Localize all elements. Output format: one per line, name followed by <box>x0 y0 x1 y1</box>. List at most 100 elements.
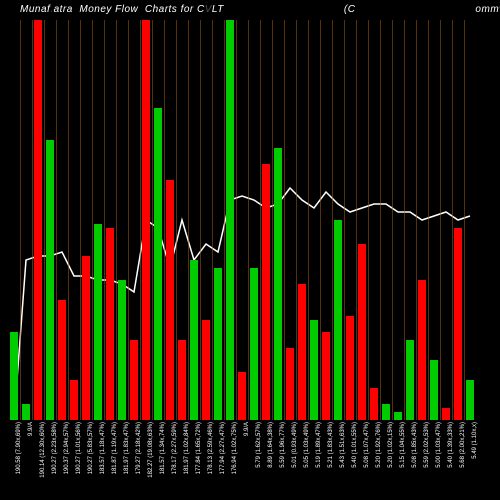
bar <box>454 228 462 420</box>
gridline <box>164 20 165 420</box>
gridline <box>428 20 429 420</box>
bar <box>22 404 30 420</box>
gridline <box>224 20 225 420</box>
gridline <box>452 20 453 420</box>
bar <box>358 244 366 420</box>
x-tick-label: 181.97 (1.02x,84%) <box>184 422 190 474</box>
gridline <box>104 20 105 420</box>
bar <box>298 284 306 420</box>
plot-area <box>10 20 490 420</box>
x-tick-label: 5.68 (2.00x,21%) <box>460 422 466 468</box>
gridline <box>176 20 177 420</box>
x-tick-label: 5.00 (1.03x,47%) <box>436 422 442 468</box>
gridline <box>416 20 417 420</box>
x-tick-label: 177.94 (2.27x,47%) <box>220 422 226 474</box>
x-tick-label: 5.59 (2.02x,53%) <box>424 422 430 468</box>
x-tick-label: 5.40 (1.39x,33%) <box>448 422 454 468</box>
bar <box>70 380 78 420</box>
title-part: Munaf <box>20 4 50 15</box>
gridline <box>464 20 465 420</box>
gridline <box>80 20 81 420</box>
bar <box>406 340 414 420</box>
bar <box>202 320 210 420</box>
x-tick-label: 190.14 (12.30x,60%) <box>40 422 46 478</box>
bar <box>442 408 450 420</box>
x-tick-label: 5.59 (1.96x,77%) <box>280 422 286 468</box>
x-tick-label: 5.21 (1.83x,43%) <box>328 422 334 468</box>
x-tick-label: 5.40 (1.01x,55%) <box>352 422 358 468</box>
gridline <box>344 20 345 420</box>
bar <box>142 20 150 420</box>
x-tick-label: 5.49 (1.10x,x) <box>472 422 478 459</box>
x-tick-label: 190.27 (1.01x,56%) <box>76 422 82 474</box>
gridline <box>332 20 333 420</box>
bar <box>418 280 426 420</box>
gridline <box>320 20 321 420</box>
x-tick-label: 5.20 (1.02x,15%) <box>388 422 394 468</box>
gridline <box>404 20 405 420</box>
x-tick-label: 178.17 (2.27x,59%) <box>172 422 178 474</box>
title-part: Charts for C <box>145 4 205 15</box>
bar <box>46 140 54 420</box>
x-tick-label: 181.57 (1.34x,74%) <box>160 422 166 474</box>
x-tick-label: 190.37 (2.94x,57%) <box>64 422 70 474</box>
x-axis-labels: 190.58 (7.90x,69%) 9.9/A 190.14 (12.30x,60… <box>10 422 490 500</box>
gridline <box>116 20 117 420</box>
bar <box>274 148 282 420</box>
gridline <box>308 20 309 420</box>
x-tick-label: 190.27 (5.83x,57%) <box>88 422 94 474</box>
gridline <box>236 20 237 420</box>
gridline <box>272 20 273 420</box>
gridline <box>128 20 129 420</box>
bar <box>394 412 402 420</box>
x-tick-label: 183.57 (1.18x,47%) <box>100 422 106 474</box>
x-tick-label: 5.15 (1.04x,55%) <box>400 422 406 468</box>
bar <box>250 268 258 420</box>
gridline <box>380 20 381 420</box>
x-tick-label: 5.19 (1.89x,47%) <box>316 422 322 468</box>
gridline <box>56 20 57 420</box>
title-part: LT <box>212 4 224 15</box>
gridline <box>248 20 249 420</box>
x-tick-label: 178.13 (2.59x,46%) <box>208 422 214 474</box>
bar <box>130 340 138 420</box>
bar <box>226 20 234 420</box>
bar <box>214 268 222 420</box>
gridline <box>260 20 261 420</box>
gridline <box>296 20 297 420</box>
x-tick-label: 5.08 (1.07x,47%) <box>364 422 370 468</box>
bar <box>190 260 198 420</box>
chart-title: Munaf.atra Money Flow Charts for CVLT(Co… <box>0 4 500 15</box>
bar <box>430 360 438 420</box>
bar <box>166 180 174 420</box>
bar <box>334 220 342 420</box>
chart-container: Munaf.atra Money Flow Charts for CVLT(Co… <box>0 0 500 500</box>
gridline <box>356 20 357 420</box>
bar <box>82 256 90 420</box>
x-tick-label: 190.58 (7.90x,69%) <box>16 422 22 474</box>
bar <box>466 380 474 420</box>
gridline <box>200 20 201 420</box>
bar <box>34 20 42 420</box>
x-tick-label: 5.43 (1.51x,63%) <box>340 422 346 468</box>
bar <box>154 108 162 420</box>
gridline <box>32 20 33 420</box>
x-tick-label: 182.27 (19.08x,63%) <box>148 422 154 478</box>
bar <box>118 280 126 420</box>
x-tick-label: 9.9/A <box>28 422 34 436</box>
bar <box>322 332 330 420</box>
bar <box>370 388 378 420</box>
bar <box>310 320 318 420</box>
x-tick-label: 190.27 (2.23x,58%) <box>52 422 58 474</box>
x-tick-label: 181.97 (1.83x,47%) <box>124 422 130 474</box>
x-tick-label: 181.87 (1.19x,47%) <box>112 422 118 474</box>
title-part: Money Flow <box>79 4 138 15</box>
bar <box>58 300 66 420</box>
x-tick-label: 176.94 (1.02x,75%) <box>232 422 238 474</box>
x-tick-label: 5.20 (1.92x,76%) <box>376 422 382 468</box>
title-part: atra <box>54 4 73 15</box>
title-part: ommvault Syst <box>475 4 500 15</box>
gridline <box>152 20 153 420</box>
gridline <box>212 20 213 420</box>
gridline <box>188 20 189 420</box>
